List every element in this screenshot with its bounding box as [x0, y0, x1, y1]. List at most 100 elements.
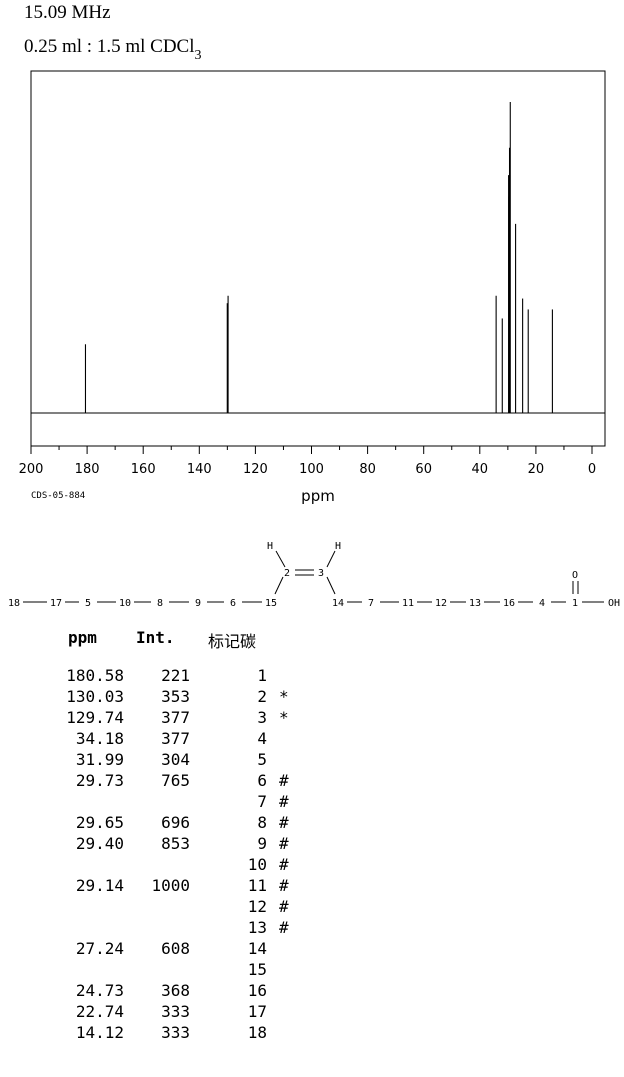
row-carbon: 15: [247, 960, 267, 979]
carbon-label-7: 7: [368, 598, 374, 609]
row-intensity: 853: [161, 834, 190, 853]
ppm-column-header: ppm: [68, 628, 97, 647]
row-intensity: 221: [161, 666, 190, 685]
row-ppm: 29.14: [75, 876, 124, 895]
x-axis-label: ppm: [301, 487, 335, 505]
bond-c2-c15: [274, 576, 284, 595]
x-tick-label-200: 200: [19, 462, 44, 477]
row-ppm: 27.24: [75, 939, 124, 958]
row-carbon: 4: [257, 729, 267, 748]
structure-diagram: 18 17 5 10 8 9 6 15 2 3 14 7 11 12 13 16 4 1 H H O OH: [8, 541, 620, 609]
row-carbon: 5: [257, 750, 267, 769]
row-carbon: 14: [247, 939, 267, 958]
peaks-layer: [84, 102, 553, 413]
row-ppm: 14.12: [75, 1023, 124, 1042]
x-tick-label-180: 180: [75, 462, 100, 477]
row-ppm: 34.18: [75, 729, 124, 748]
carbon-label-12: 12: [435, 598, 447, 609]
row-carbon: 18: [247, 1023, 267, 1042]
hydrogen-left-label: H: [267, 541, 273, 552]
bond-c3-h: [326, 550, 336, 568]
row-carbon: 8: [257, 813, 267, 832]
bond-c3-c14: [326, 576, 336, 595]
row-carbon: 7: [257, 792, 267, 811]
carbon-label-13: 13: [469, 598, 481, 609]
row-ppm: 29.40: [75, 834, 124, 853]
x-tick-label-40: 40: [472, 462, 489, 477]
row-intensity: 368: [161, 981, 190, 1000]
carbon-label-14: 14: [332, 598, 344, 609]
row-mark: *: [279, 708, 289, 727]
row-intensity: 765: [161, 771, 190, 790]
x-tick-label-160: 160: [131, 462, 156, 477]
x-tick-label-100: 100: [299, 462, 324, 477]
x-tick-label-60: 60: [415, 462, 432, 477]
row-intensity: 304: [161, 750, 190, 769]
spectrum-code: CDS-05-884: [31, 491, 85, 501]
carbon-label-17: 17: [50, 598, 62, 609]
carbon-label-3: 3: [318, 568, 324, 579]
row-intensity: 377: [161, 729, 190, 748]
row-intensity: 333: [161, 1023, 190, 1042]
spectrometer-frequency: 15.09 MHz: [24, 2, 111, 23]
row-mark: #: [279, 771, 289, 790]
row-ppm: 29.65: [75, 813, 124, 832]
solvent-subscript: 3: [194, 48, 202, 63]
carbon-chain: 18 17 5 10 8 9 6 15 2 3 14 7 11 12 13 16 4 1: [8, 568, 604, 609]
x-tick-label-120: 120: [243, 462, 268, 477]
row-ppm: 29.73: [75, 771, 124, 790]
row-carbon: 16: [247, 981, 267, 1000]
carbon-label-18: 18: [8, 598, 20, 609]
row-intensity: 608: [161, 939, 190, 958]
row-ppm: 22.74: [75, 1002, 124, 1021]
row-ppm: 24.73: [75, 981, 124, 1000]
carbon-label-4: 4: [539, 598, 545, 609]
hydroxyl-label: OH: [608, 598, 620, 609]
row-carbon: 2: [257, 687, 267, 706]
row-intensity: 333: [161, 1002, 190, 1021]
row-intensity: 696: [161, 813, 190, 832]
row-mark: *: [279, 687, 289, 706]
carbon-label-8: 8: [157, 598, 163, 609]
row-carbon: 3: [257, 708, 267, 727]
carbon-label-6: 6: [230, 598, 236, 609]
carbon-label-1: 1: [572, 598, 578, 609]
carbon-label-15: 15: [265, 598, 277, 609]
row-carbon: 1: [257, 666, 267, 685]
row-ppm: 129.74: [66, 708, 124, 727]
oxygen-label: O: [572, 570, 578, 581]
x-tick-label-20: 20: [528, 462, 545, 477]
carbon-label-9: 9: [195, 598, 201, 609]
row-mark: #: [279, 897, 289, 916]
row-intensity: 1000: [151, 876, 190, 895]
row-carbon: 10: [247, 855, 267, 874]
carbon-label-11: 11: [402, 598, 414, 609]
carbon-label-10: 10: [119, 598, 131, 609]
nmr-spectrum-chart: 200 180 160 140 120 100 80 60 40 20 0 CDS-05-884 p…: [19, 70, 606, 505]
solvent-text: 0.25 ml : 1.5 ml CDCl: [24, 36, 195, 57]
carbon-column-header: 标记碳: [208, 632, 257, 651]
row-carbon: 12: [247, 897, 267, 916]
row-mark: #: [279, 918, 289, 937]
peak-table: ppm Int. 标记碳 180.58 221 1 130.03 353 2 * 129.74…: [0, 620, 624, 1060]
row-carbon: 13: [247, 918, 267, 937]
row-mark: #: [279, 834, 289, 853]
plot-frame: [30, 70, 606, 447]
row-intensity: 377: [161, 708, 190, 727]
row-mark: #: [279, 855, 289, 874]
row-mark: #: [279, 876, 289, 895]
row-mark: #: [279, 792, 289, 811]
row-ppm: 31.99: [75, 750, 124, 769]
intensity-column-header: Int.: [136, 628, 175, 647]
x-tick-label-80: 80: [359, 462, 376, 477]
row-ppm: 180.58: [66, 666, 124, 685]
carbon-label-2: 2: [284, 568, 290, 579]
x-tick-label-0: 0: [588, 462, 596, 477]
x-axis: 200 180 160 140 120 100 80 60 40 20 0: [19, 446, 596, 477]
row-mark: #: [279, 813, 289, 832]
carbon-label-5: 5: [85, 598, 91, 609]
row-carbon: 17: [247, 1002, 267, 1021]
row-intensity: 353: [161, 687, 190, 706]
x-tick-label-140: 140: [187, 462, 212, 477]
row-ppm: 130.03: [66, 687, 124, 706]
